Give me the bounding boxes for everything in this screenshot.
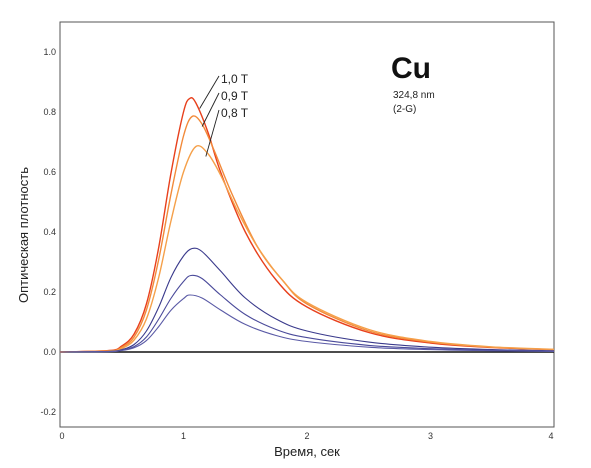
series-line xyxy=(59,294,555,353)
element-label: Cu xyxy=(391,52,431,85)
y-axis-title: Оптическая плотность xyxy=(16,167,31,303)
series-line xyxy=(59,247,555,353)
y-tick-label: 0.6 xyxy=(43,167,56,177)
y-tick-label: 0.0 xyxy=(43,347,56,357)
y-tick-label: 1.0 xyxy=(43,47,56,57)
annotation-label-3: 0,8 T xyxy=(221,106,249,120)
x-tick-label: 4 xyxy=(548,431,553,441)
annotation-leader xyxy=(201,92,220,127)
x-tick-label: 0 xyxy=(59,431,64,441)
y-tick-label: 0.8 xyxy=(43,107,56,117)
x-axis-title: Время, сек xyxy=(274,444,340,459)
annotation-label-1: 1,0 T xyxy=(221,72,249,86)
x-tick-label: 2 xyxy=(304,431,309,441)
x-tick-label: 1 xyxy=(181,431,186,441)
x-tick-label: 3 xyxy=(428,431,433,441)
annotation-leader xyxy=(199,75,220,109)
series-line xyxy=(59,145,555,353)
y-tick-label: 0.4 xyxy=(43,227,56,237)
y-tick-label: -0.2 xyxy=(40,407,56,417)
annotation-leaders xyxy=(199,75,220,157)
annotation-label-2: 0,9 T xyxy=(221,89,249,103)
method-label: (2-G) xyxy=(393,104,416,115)
y-tick-label: 0.2 xyxy=(43,287,56,297)
series-line xyxy=(59,115,555,353)
series-lines xyxy=(59,97,555,353)
y-tick-labels: -0.2 0.0 0.2 0.4 0.6 0.8 1.0 xyxy=(40,47,56,417)
x-tick-labels: 0 1 2 3 4 xyxy=(59,431,553,441)
plot-frame xyxy=(59,21,555,428)
series-line xyxy=(59,97,555,353)
wavelength-label: 324,8 nm xyxy=(393,90,435,101)
annotation-leader xyxy=(205,109,220,157)
series-line xyxy=(59,274,555,353)
